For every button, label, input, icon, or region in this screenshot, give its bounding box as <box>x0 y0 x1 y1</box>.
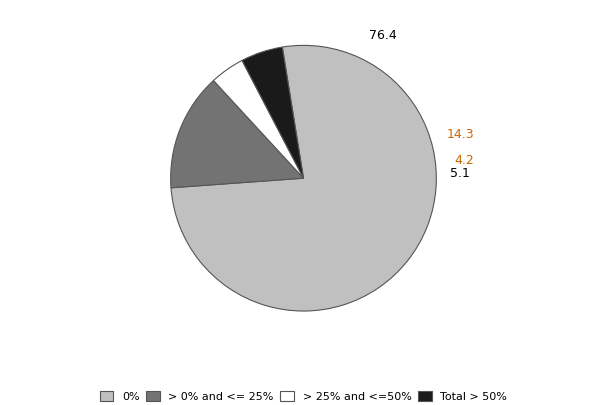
Wedge shape <box>171 81 304 188</box>
Wedge shape <box>242 47 304 178</box>
Text: 76.4: 76.4 <box>369 29 396 42</box>
Text: 5.1: 5.1 <box>450 167 470 180</box>
Wedge shape <box>171 45 436 311</box>
Text: 4.2: 4.2 <box>455 153 475 167</box>
Legend: 0%, > 0% and <= 25%, > 25% and <=50%, Total > 50%: 0%, > 0% and <= 25%, > 25% and <=50%, To… <box>97 388 510 405</box>
Wedge shape <box>214 60 304 178</box>
Text: 14.3: 14.3 <box>447 128 475 141</box>
